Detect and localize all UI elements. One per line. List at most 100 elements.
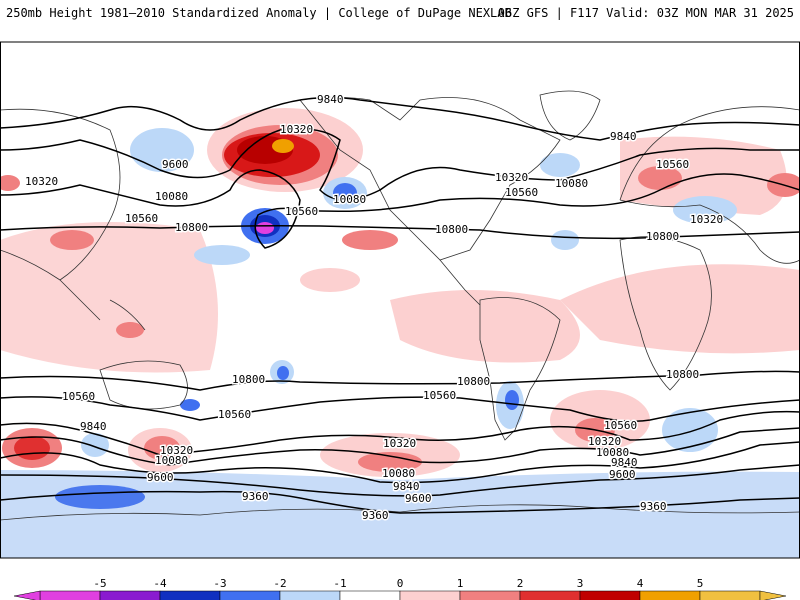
contour-label: 9360: [242, 490, 269, 503]
contour-label: 10560: [604, 419, 637, 432]
colorbar: -5 -4 -3 -2 -1 0 1 2 3 4 5: [13, 577, 787, 600]
contour-label: 9840: [610, 130, 637, 143]
anomaly-hawaii-neg: [194, 245, 250, 265]
contour-label: 10560: [656, 158, 689, 171]
contour-label: 9840: [80, 420, 107, 433]
contour-label: 10560: [125, 212, 158, 225]
coastline-layer: [0, 90, 800, 521]
map-title: 250mb Height 1981–2010 Standardized Anom…: [6, 6, 512, 20]
contour-label: 9600: [147, 471, 174, 484]
coast-central-america: [439, 259, 481, 306]
contour-10080-north: [0, 128, 800, 201]
colorbar-tick-label: -1: [333, 577, 346, 590]
colorbar-swatch: [579, 590, 641, 600]
contour-label: 10320: [25, 175, 58, 188]
colorbar-swatch: [159, 590, 221, 600]
contour-label: 10560: [423, 389, 456, 402]
contour-9840-south: [0, 441, 800, 484]
anomaly-pacific-south-neg-small: [180, 399, 200, 411]
colorbar-swatch: [639, 590, 701, 600]
anomaly-atlantic-neg: [540, 153, 580, 177]
colorbar-tick-label: 4: [637, 577, 644, 590]
anomaly-fill-layer: [0, 42, 800, 558]
contour-label: 10800: [646, 230, 679, 243]
contour-label: 10320: [280, 123, 313, 136]
contour-10560-south: [0, 396, 800, 422]
contour-label: 10320: [495, 171, 528, 184]
contour-label: 10080: [155, 454, 188, 467]
colorbar-max-arrow: [759, 590, 787, 600]
colorbar-swatch: [99, 590, 161, 600]
coast-southeast-asia: [59, 279, 146, 331]
anomaly-dateline-pos: [0, 175, 20, 191]
colorbar-swatch: [339, 590, 401, 600]
colorbar-tick-label: -2: [273, 577, 286, 590]
contour-label: 9840: [393, 480, 420, 493]
contour-9600-south: [0, 464, 800, 497]
contour-label: 9600: [162, 158, 189, 171]
colorbar-min-arrow: [13, 590, 41, 600]
colorbar-tick-label: 3: [577, 577, 584, 590]
contour-label: 9840: [611, 456, 638, 469]
contour-label: 10560: [218, 408, 251, 421]
contour-label: 10080: [155, 190, 188, 203]
coast-greenland: [539, 90, 601, 141]
colorbar-tick-label: -5: [93, 577, 106, 590]
anomaly-central-pacific-pos: [342, 230, 398, 250]
anomaly-atlantic-pos: [390, 290, 580, 363]
anomaly-europe-neg: [673, 196, 737, 224]
contour-label: 9600: [405, 492, 432, 505]
contour-label: 9360: [362, 509, 389, 522]
height-contour-layer: [0, 96, 800, 514]
contour-label: 10320: [588, 435, 621, 448]
coast-antarctica: [0, 504, 800, 521]
anomaly-south-america-neg-mid: [505, 390, 519, 410]
anomaly-east-pacific-pos: [300, 268, 360, 292]
contour-label: 10080: [555, 177, 588, 190]
contour-label: 9360: [640, 500, 667, 513]
anomaly-pacific-south-neg-mid: [277, 366, 289, 380]
contour-labels: 9840 10320 9600 10320 10080 10560 10800 …: [24, 92, 725, 524]
contour-label: 10800: [232, 373, 265, 386]
contour-label: 10320: [383, 437, 416, 450]
colorbar-swatch: [39, 590, 101, 600]
anomaly-pacific-neg-max: [256, 222, 274, 234]
colorbar-tick-label: 5: [697, 577, 704, 590]
contour-9840-north: [0, 96, 800, 141]
contour-label: 9600: [609, 468, 636, 481]
contour-10080-south: [0, 427, 800, 466]
contour-label: 10800: [666, 368, 699, 381]
anomaly-south-pos-west-strong: [14, 436, 50, 460]
contour-label: 10560: [505, 186, 538, 199]
colorbar-tick-label: 1: [457, 577, 464, 590]
anomaly-south-pacific-pos-mid: [358, 452, 422, 472]
contour-label: 10800: [175, 221, 208, 234]
anomaly-tasman-neg: [81, 433, 109, 457]
anomaly-alaska-pos-max: [272, 139, 294, 153]
anomaly-china-pos: [50, 230, 94, 250]
colorbar-tick-label: 2: [517, 577, 524, 590]
anomaly-south-pacific-blue: [55, 485, 145, 509]
anomaly-europe-pos-mid: [638, 166, 682, 190]
anomaly-mid-atlantic-neg: [551, 230, 579, 250]
contour-label: 10560: [62, 390, 95, 403]
contour-10800-south: [0, 370, 800, 391]
colorbar-swatch: [279, 590, 341, 600]
contour-label: 10800: [435, 223, 468, 236]
anomaly-west-pacific-pos: [0, 222, 218, 373]
colorbar-swatch: [699, 590, 761, 600]
coast-mediterranean: [619, 199, 800, 264]
contour-label: 10320: [690, 213, 723, 226]
colorbar-tick-label: -3: [213, 577, 226, 590]
anomaly-indian-ocean-neg: [662, 408, 718, 452]
anomaly-africa-pos: [560, 264, 800, 354]
coast-eurasia: [0, 106, 800, 281]
colorbar-swatch: [399, 590, 461, 600]
contour-label: 10080: [382, 467, 415, 480]
contour-10800-north: [0, 225, 800, 240]
coast-africa: [619, 236, 712, 391]
colorbar-swatch: [519, 590, 581, 600]
contour-10560-north: [0, 169, 800, 249]
contour-label: 9840: [317, 93, 344, 106]
contour-10320-south: [0, 410, 800, 456]
